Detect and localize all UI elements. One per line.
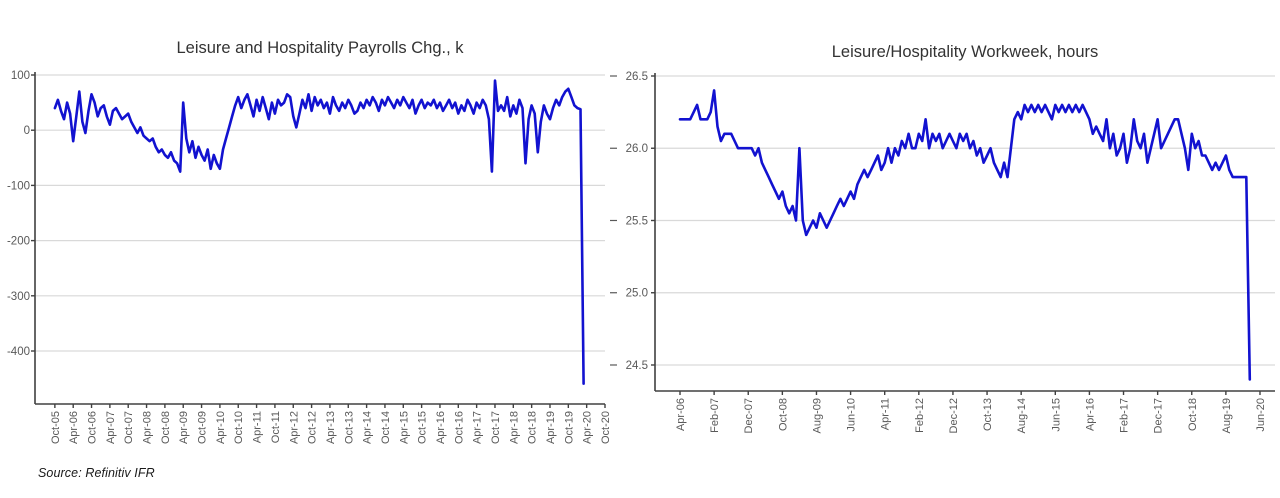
x-tick-label: Aug-09	[811, 398, 823, 433]
x-tick-label: Apr-16	[435, 411, 447, 444]
data-line	[678, 89, 1252, 381]
x-tick-label: Oct-05	[50, 411, 62, 444]
x-tick-label: Apr-14	[362, 411, 374, 444]
x-tick-label: Dec-17	[1153, 398, 1165, 433]
x-tick-label: Oct-16	[453, 411, 465, 444]
x-tick-label: Oct-07	[123, 411, 135, 444]
x-tick-label: Apr-09	[178, 411, 190, 444]
x-tick-label: Apr-11	[880, 398, 892, 430]
y-tick-label: -400	[7, 346, 30, 358]
payrolls-chart-title: Leisure and Hospitality Payrolls Chg., k	[176, 39, 464, 57]
y-tick-label: 0	[24, 125, 30, 137]
x-tick-label: Aug-14	[1016, 398, 1028, 433]
workweek-chart-title: Leisure/Hospitality Workweek, hours	[831, 43, 1099, 61]
y-tick-label: 25.5	[626, 215, 648, 227]
workweek-chart-plot: 26.5 26.0 25.5 25.0 24.5 Apr-06 Feb-07 Dec-07 Oc…	[610, 71, 1275, 433]
x-tick-label: Apr-16	[1084, 398, 1096, 431]
x-tick-label: Apr-18	[508, 411, 520, 444]
x-tick-label: Oct-18	[1187, 398, 1199, 431]
x-tick-label: Oct-06	[87, 411, 99, 444]
y-tick-label: 26.0	[626, 143, 648, 155]
y-tick-label: -100	[7, 180, 30, 192]
y-tick-label: 25.0	[626, 288, 648, 300]
x-tick-label: Aug-19	[1221, 398, 1233, 433]
x-tick-label: Apr-17	[472, 411, 484, 444]
x-tick-label: Oct-08	[160, 411, 172, 444]
y-tick-label: 24.5	[626, 360, 648, 372]
x-tick-label: Apr-15	[398, 411, 410, 444]
x-tick-label: Oct-09	[197, 411, 209, 444]
x-tick-label: Dec-07	[743, 398, 755, 433]
x-tick-label: Apr-20	[582, 411, 594, 444]
x-tick-label: Oct-17	[490, 411, 502, 444]
x-tick-label: Apr-13	[325, 411, 337, 444]
x-tick-label: Apr-11	[252, 411, 264, 443]
x-tick-label: Oct-20	[600, 411, 612, 444]
x-tick-label: Oct-08	[777, 398, 789, 431]
x-tick-label: Feb-17	[1119, 398, 1131, 433]
y-tick-label: 26.5	[626, 71, 648, 83]
x-tick-label: Oct-13	[982, 398, 994, 431]
source-note: Source: Refinitiv IFR	[38, 466, 155, 480]
y-tick-label: -200	[7, 236, 30, 248]
x-tick-label: Oct-19	[563, 411, 575, 444]
x-tick-label: Apr-10	[215, 411, 227, 444]
x-tick-label: Apr-07	[105, 411, 117, 444]
x-tick-label: Oct-13	[343, 411, 355, 444]
data-line	[53, 79, 585, 385]
x-tick-label: Jun-20	[1255, 398, 1267, 432]
y-tick-label: -300	[7, 291, 30, 303]
x-tick-label: Apr-19	[545, 411, 557, 444]
x-tick-label: Apr-12	[288, 411, 300, 444]
x-tick-label: Jun-10	[846, 398, 858, 432]
x-tick-label: Oct-10	[233, 411, 245, 444]
x-tick-label: Jun-15	[1050, 398, 1062, 432]
x-tick-label: Oct-11	[270, 411, 282, 443]
x-tick-label: Apr-06	[675, 398, 687, 431]
y-tick-label: 100	[11, 70, 30, 82]
x-tick-label: Oct-15	[417, 411, 429, 444]
x-tick-label: Apr-08	[142, 411, 154, 444]
payrolls-chart-plot: 100 0 -100 -200 -300 -400 Oct-05 Apr-06 Oct-06 Ap…	[7, 70, 612, 444]
x-tick-label: Oct-18	[527, 411, 539, 444]
x-tick-label: Feb-07	[709, 398, 721, 433]
x-tick-label: Oct-14	[380, 411, 392, 444]
x-tick-label: Apr-06	[68, 411, 80, 444]
x-tick-label: Oct-12	[307, 411, 319, 444]
x-tick-label: Dec-12	[948, 398, 960, 433]
x-tick-label: Feb-12	[914, 398, 926, 433]
